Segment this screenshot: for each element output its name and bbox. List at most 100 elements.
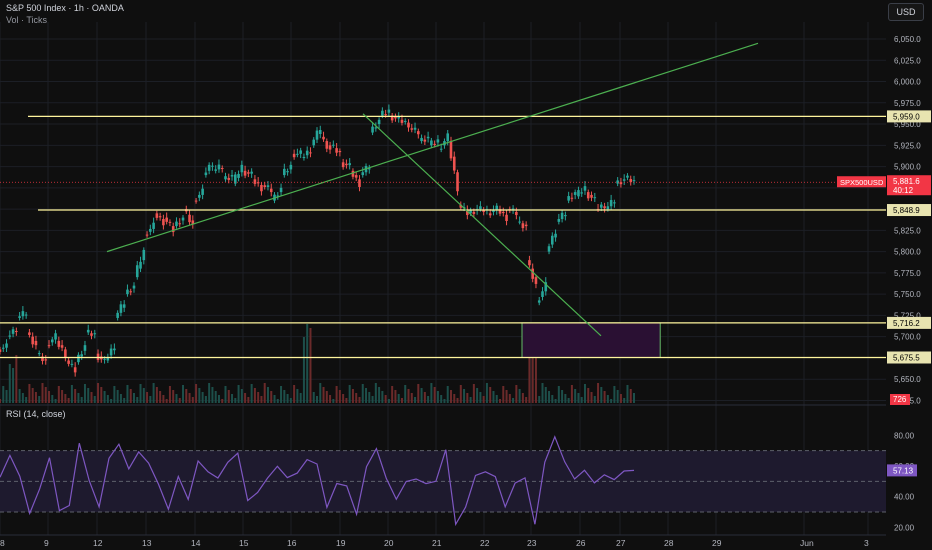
candle: [132, 285, 136, 289]
candle: [501, 211, 505, 214]
volume-bar: [149, 396, 152, 403]
level-price-tag[interactable]: [887, 204, 931, 217]
volume-bar: [93, 396, 96, 403]
level-price-tag[interactable]: [887, 110, 931, 123]
candle: [452, 156, 456, 171]
time-axis[interactable]: 8 9 12 13 14 15 16 19 20 21 22 23 26 27 28 29 Jun 3: [0, 534, 886, 548]
volume-bar: [8, 364, 11, 403]
candle: [54, 333, 57, 340]
candle: [149, 228, 152, 232]
volume-bar: [420, 388, 423, 403]
level-price-tag[interactable]: [887, 316, 931, 329]
volume-bar: [378, 387, 381, 403]
trendlines[interactable]: [106, 42, 759, 337]
candle: [439, 148, 443, 150]
volume-bar: [525, 397, 528, 403]
candle: [122, 304, 126, 308]
candle: [309, 152, 312, 154]
candle: [178, 223, 182, 225]
candle: [80, 354, 84, 357]
candle: [613, 202, 616, 204]
candle: [181, 217, 185, 221]
candle: [286, 171, 289, 173]
candle: [338, 150, 342, 153]
horizontal-levels[interactable]: [0, 115, 886, 359]
volume-bar: [430, 383, 433, 403]
candle: [250, 171, 253, 174]
volume-bar: [18, 389, 21, 403]
candle: [276, 195, 280, 197]
candle: [296, 153, 299, 155]
candle: [21, 311, 25, 317]
volume-bars: [0, 324, 635, 403]
price-tick-label: 5,950.0: [894, 120, 921, 129]
demand-zone[interactable]: [521, 322, 661, 359]
volume-bar: [433, 387, 436, 403]
demand-zone-box[interactable]: [521, 322, 661, 359]
level-price-tag[interactable]: [887, 351, 931, 364]
time-tick-label: 8: [0, 538, 5, 548]
volume-bar: [38, 396, 41, 403]
volume-bar: [407, 389, 410, 403]
volume-bar: [322, 387, 325, 403]
volume-bar: [391, 386, 394, 403]
volume-bar: [250, 384, 253, 403]
candle: [449, 141, 453, 159]
volume-bar: [423, 392, 426, 403]
volume-bar: [129, 389, 132, 403]
candle: [534, 277, 538, 284]
candle: [456, 172, 459, 192]
volume-bar: [626, 385, 629, 403]
volume-bar: [528, 324, 531, 403]
price-tick-label: 5,700.0: [894, 333, 921, 342]
volume-bar: [335, 386, 338, 403]
candle: [426, 136, 430, 139]
price-tick-label: 5,650.0: [894, 375, 921, 384]
currency-button[interactable]: USD: [888, 3, 924, 21]
candle: [24, 314, 28, 316]
candle: [417, 131, 420, 135]
trendline-rising[interactable]: [106, 42, 759, 253]
candle: [60, 345, 64, 348]
candle: [413, 127, 417, 130]
price-axis[interactable]: 6,050.0 6,025.0 6,000.0 5,975.0 5,950.0 5,925…: [0, 22, 932, 550]
volume-bar: [482, 396, 485, 403]
level-price-label: 5,675.5: [893, 354, 920, 363]
candle: [312, 139, 316, 146]
candle: [224, 176, 227, 180]
candle: [328, 145, 332, 150]
candles: [0, 104, 636, 377]
volume-bar: [80, 397, 83, 403]
volume-bar: [289, 398, 292, 403]
volume-bar: [325, 391, 328, 403]
time-tick-label: 23: [527, 538, 537, 548]
volume-bar: [162, 395, 165, 403]
candle: [289, 164, 293, 170]
volume-bar: [12, 368, 15, 403]
volume-bar: [182, 385, 185, 403]
volume-bar: [479, 392, 482, 403]
candle: [354, 175, 358, 178]
candle: [420, 137, 423, 142]
volume-bar: [309, 328, 312, 403]
candle: [106, 357, 110, 361]
volume-bar: [371, 396, 374, 403]
candle: [139, 261, 142, 269]
volume-bar: [240, 389, 243, 403]
candle: [83, 345, 87, 351]
volume-bar: [136, 397, 139, 403]
volume-bar: [629, 389, 632, 403]
time-tick-label: 21: [432, 538, 442, 548]
trendline-falling[interactable]: [362, 113, 602, 337]
candle: [367, 168, 371, 170]
candle: [299, 150, 302, 154]
volume-bar: [77, 393, 80, 403]
candle: [564, 215, 567, 217]
candle: [394, 116, 397, 119]
candle: [322, 136, 325, 140]
candle: [492, 210, 495, 212]
candle: [67, 360, 70, 364]
volume-bar: [244, 393, 247, 403]
candle: [629, 179, 633, 183]
